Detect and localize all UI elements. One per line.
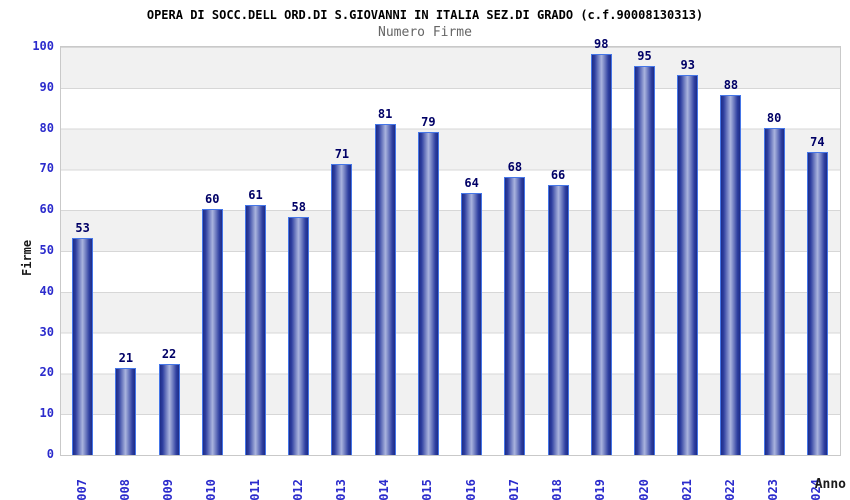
x-tick-label: 2022 [722, 479, 737, 500]
y-tick-label: 60 [39, 202, 54, 217]
bar [72, 237, 94, 455]
x-tick-label: 2020 [636, 479, 651, 500]
x-axis-title: Anno [814, 477, 846, 492]
y-tick-label: 70 [39, 161, 54, 176]
x-tick-label: 2017 [506, 479, 521, 500]
bar-value-label: 88 [723, 77, 739, 92]
bar-value-label: 98 [594, 37, 609, 52]
x-tick-label: 2009 [161, 479, 176, 500]
bar [331, 164, 353, 455]
chart-title: OPERA DI SOCC.DELL ORD.DI S.GIOVANNI IN … [146, 8, 704, 22]
bar-value-label: 66 [550, 167, 566, 182]
bar-value-label: 64 [464, 175, 479, 190]
bar [763, 127, 785, 455]
y-tick-label: 50 [39, 243, 54, 257]
bar [245, 205, 266, 455]
bar [374, 123, 396, 455]
y-tick-label: 80 [39, 120, 54, 135]
bar [504, 176, 526, 455]
y-tick-label: 40 [39, 283, 54, 298]
bar [590, 54, 612, 455]
y-tick-label: 100 [32, 39, 54, 53]
bar [806, 152, 828, 455]
bar-value-label: 79 [421, 114, 436, 129]
x-tick-label: 2015 [420, 479, 435, 500]
y-tick-label: 30 [39, 324, 54, 339]
x-tick-label: 2014 [377, 479, 392, 500]
x-tick-label: 2008 [117, 479, 132, 500]
bar-value-label: 71 [334, 147, 350, 162]
bar [720, 94, 742, 455]
bar-value-label: 74 [810, 135, 825, 150]
x-tick-label: 2010 [204, 479, 219, 500]
bar-value-label: 95 [637, 49, 652, 64]
bar-value-label: 81 [377, 106, 393, 121]
x-tick-label: 2023 [766, 479, 781, 500]
x-tick-label: 2007 [74, 479, 89, 500]
bar [288, 217, 310, 455]
plot-area: 53 21 22 60 61 58 71 81 79 64 68 66 98 95 93 88 80 74 [60, 37, 841, 456]
x-tick-label: 2021 [679, 479, 694, 500]
bar [461, 192, 483, 455]
bar [547, 184, 569, 455]
x-tick-label: 2018 [550, 479, 565, 500]
y-tick-label: 0 [46, 447, 54, 461]
x-tick-label: 2013 [333, 479, 348, 500]
y-tick-label: 20 [39, 365, 54, 380]
bar-value-label: 93 [680, 57, 695, 72]
bar-value-label: 61 [248, 188, 263, 203]
chart-subtitle: Numero Firme [378, 25, 472, 40]
bar-value-label: 22 [161, 347, 177, 362]
bar-value-label: 68 [507, 159, 523, 174]
bar-value-label: 58 [291, 200, 306, 215]
bar-value-label: 53 [75, 220, 90, 235]
x-tick-label: 2012 [290, 479, 305, 500]
bar [634, 66, 655, 455]
x-tick-label: 2016 [463, 479, 478, 500]
bar [201, 209, 223, 455]
y-tick-label: 90 [39, 79, 54, 94]
bar [677, 74, 699, 455]
bar-value-label: 60 [205, 192, 220, 207]
bar [158, 364, 180, 455]
bar [115, 368, 137, 455]
x-tick-label: 2019 [593, 479, 608, 500]
y-tick-label: 10 [39, 406, 54, 421]
bar [417, 131, 439, 455]
bar-value-label: 21 [118, 351, 134, 366]
bar-value-label: 80 [766, 110, 782, 125]
x-tick-label: 2011 [247, 479, 262, 500]
